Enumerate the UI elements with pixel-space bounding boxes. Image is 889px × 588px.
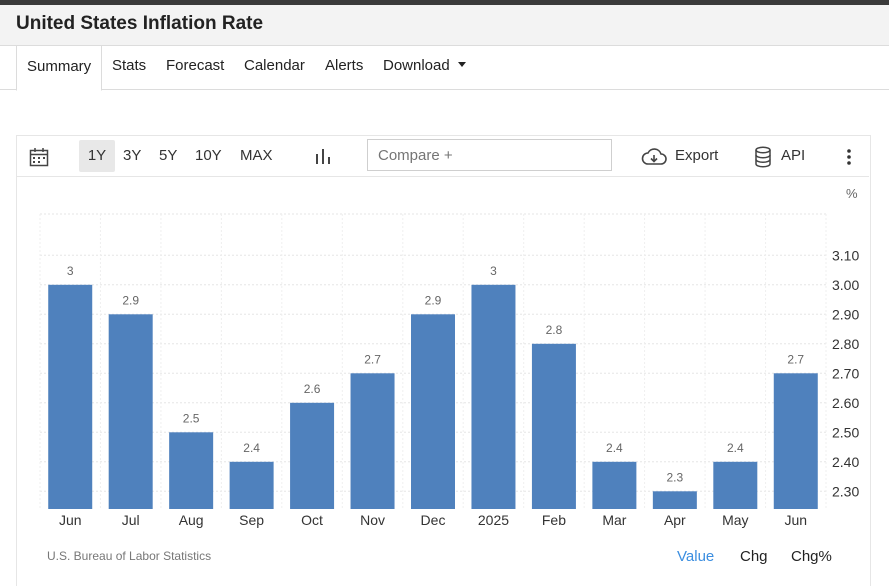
chevron-down-icon (457, 61, 466, 67)
tab-stats[interactable]: Stats (112, 57, 147, 74)
page-header: United States Inflation Rate (0, 5, 889, 46)
range-1y-button[interactable]: 1Y (79, 140, 115, 172)
range-3y-button[interactable]: 3Y (123, 147, 142, 164)
tab-download[interactable]: Download (383, 45, 466, 89)
export-button[interactable]: Export (675, 147, 719, 164)
tab-alerts[interactable]: Alerts (325, 57, 364, 74)
tab-summary[interactable]: Summary (16, 45, 103, 91)
range-10y-button[interactable]: 10Y (195, 147, 222, 164)
api-button[interactable]: API (781, 147, 806, 164)
chart-panel (16, 135, 871, 586)
tab-value[interactable]: Value (677, 548, 715, 565)
tab-chg[interactable]: Chg (740, 548, 768, 565)
more-options-icon[interactable] (846, 148, 852, 166)
tab-bar: Summary Stats Forecast Calendar Alerts D… (0, 45, 889, 91)
y-axis-unit: % (846, 186, 858, 201)
bar-chart-icon[interactable] (314, 148, 332, 164)
tab-chg-percent[interactable]: Chg% (791, 548, 832, 565)
compare-input[interactable] (367, 139, 612, 171)
data-source-label: U.S. Bureau of Labor Statistics (47, 549, 212, 563)
tab-forecast[interactable]: Forecast (166, 57, 225, 74)
page-title: United States Inflation Rate (16, 13, 264, 34)
database-icon[interactable] (754, 146, 772, 168)
cloud-download-icon[interactable] (641, 147, 667, 167)
chart-toolbar: 1Y 3Y 5Y 10Y MAX Export API (17, 136, 869, 177)
tab-download-label: Download (383, 57, 450, 74)
tab-calendar[interactable]: Calendar (244, 57, 305, 74)
range-max-button[interactable]: MAX (240, 147, 273, 164)
calendar-icon[interactable] (29, 147, 49, 167)
top-accent-bar (0, 0, 889, 5)
range-5y-button[interactable]: 5Y (159, 147, 178, 164)
